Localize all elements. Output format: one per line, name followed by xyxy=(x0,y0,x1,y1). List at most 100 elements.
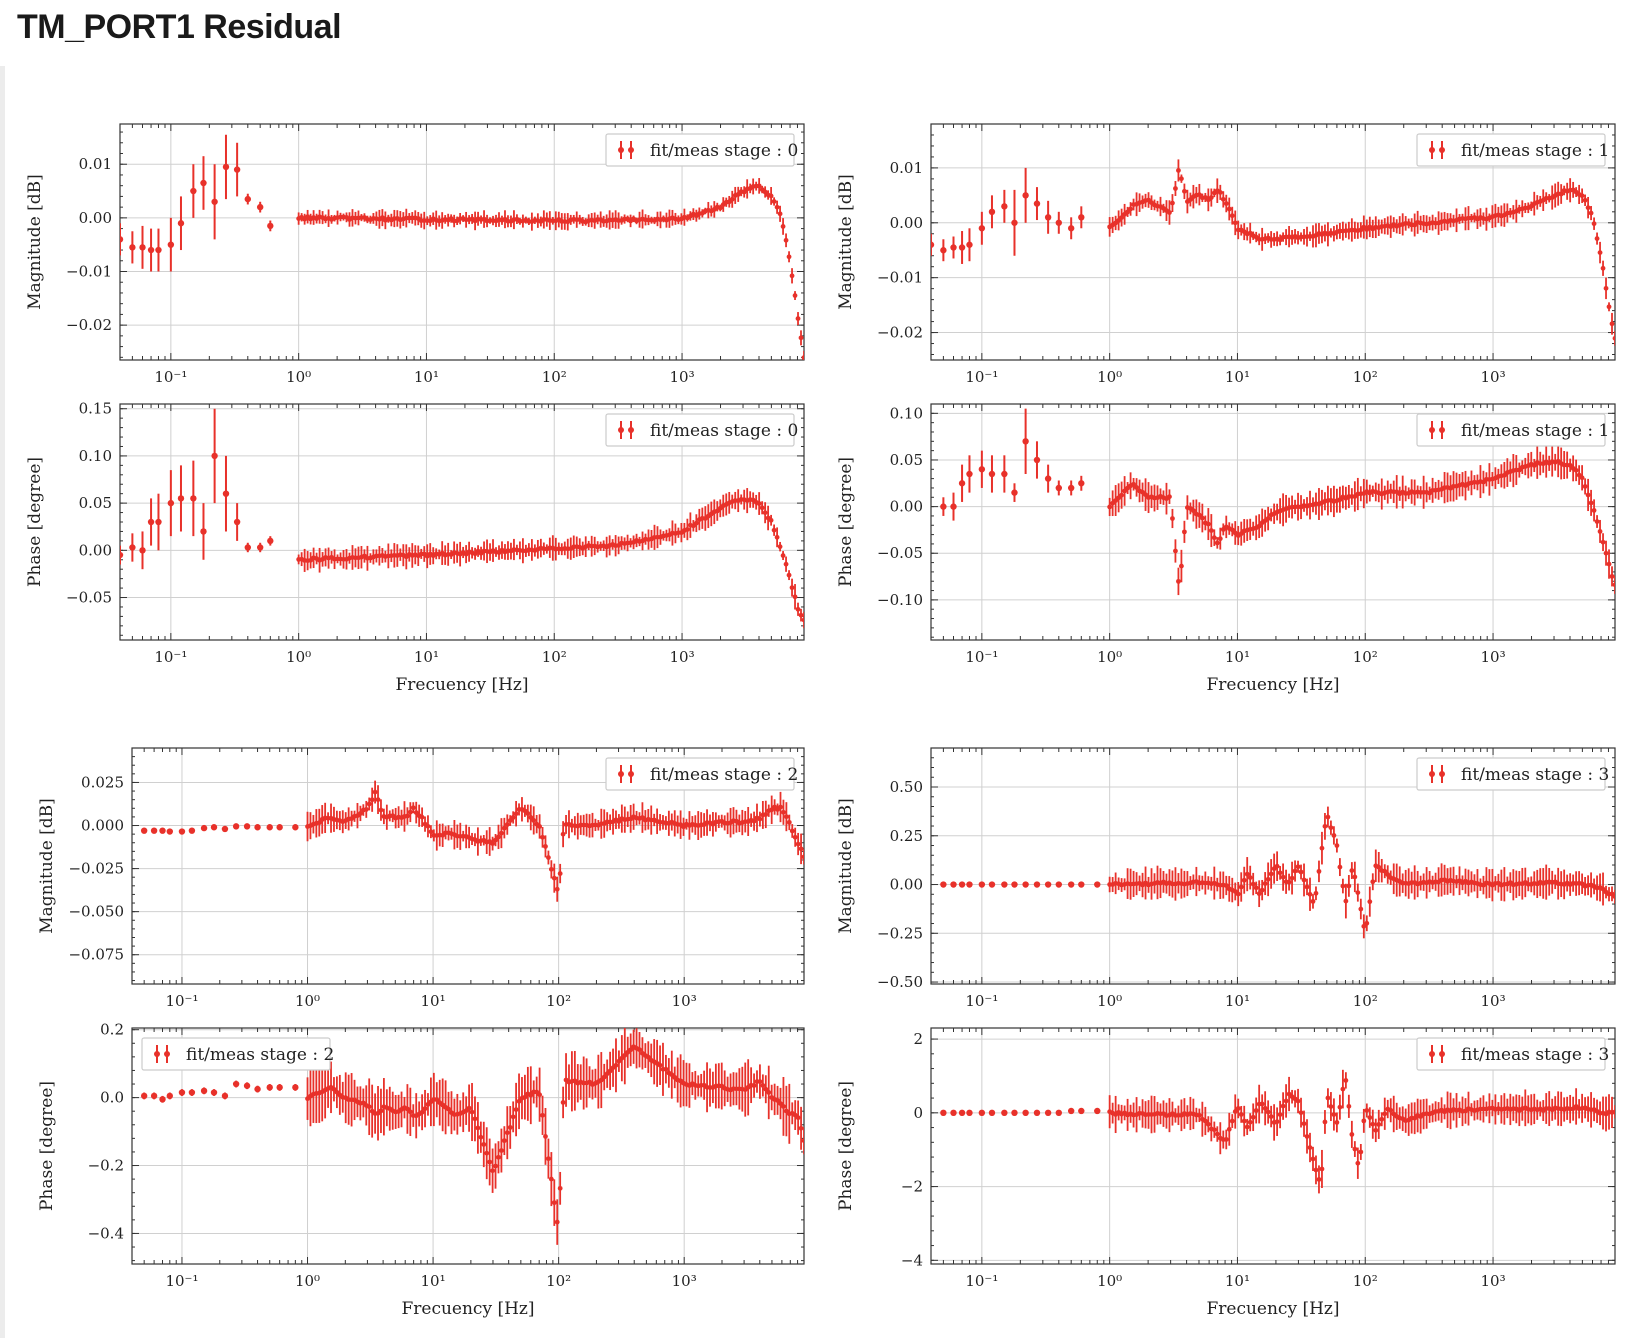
x-tick-label: 10² xyxy=(542,648,567,666)
data-point xyxy=(139,547,146,554)
x-tick-label: 10³ xyxy=(1480,1272,1505,1290)
data-point xyxy=(1322,823,1328,829)
data-point xyxy=(1516,467,1522,473)
data-point xyxy=(1600,265,1606,271)
legend-box xyxy=(1416,757,1606,791)
data-point xyxy=(1609,573,1615,579)
data-point xyxy=(792,594,798,600)
y-tick-label: 0 xyxy=(913,1104,923,1122)
data-point xyxy=(1055,219,1062,226)
data-point xyxy=(1232,220,1238,226)
data-point xyxy=(499,1148,504,1153)
data-point xyxy=(1001,881,1008,888)
data-point xyxy=(940,1109,947,1117)
data-point xyxy=(1253,885,1259,891)
plot-frame xyxy=(930,1027,1616,1265)
data-point xyxy=(188,827,196,834)
data-point xyxy=(1382,1111,1388,1117)
data-point xyxy=(1361,923,1367,929)
data-point xyxy=(1331,1112,1337,1117)
y-tick-label: −0.02 xyxy=(66,316,112,334)
data-point xyxy=(1603,550,1609,556)
x-tick-label: 10² xyxy=(1353,1272,1378,1290)
data-point xyxy=(1229,213,1235,219)
data-series xyxy=(940,806,1615,939)
data-point xyxy=(1167,210,1172,215)
data-point xyxy=(1346,883,1352,889)
data-point xyxy=(762,510,768,516)
data-point xyxy=(1370,1121,1376,1127)
y-axis-label: Phase [degree] xyxy=(836,457,856,587)
data-point xyxy=(469,1109,475,1115)
data-point xyxy=(1355,890,1361,895)
data-point xyxy=(243,823,251,830)
data-point xyxy=(1364,1108,1370,1113)
x-axis-label: Frecuency [Hz] xyxy=(401,1299,534,1319)
data-point xyxy=(366,1104,372,1110)
data-point xyxy=(741,189,747,195)
data-point xyxy=(1187,197,1193,202)
data-point xyxy=(978,881,986,888)
chart-magnitude-stage-3: 10⁻¹ 10⁰ 10¹ 10² 10³ −0.50 −0.25 0.00 0.25 0.50 Ma… xyxy=(836,747,1616,1010)
x-tick-label: 10⁰ xyxy=(286,648,311,666)
data-point xyxy=(210,1089,218,1096)
data-point xyxy=(1334,843,1340,848)
data-point xyxy=(166,1092,173,1100)
data-point xyxy=(1055,1109,1062,1117)
data-point xyxy=(931,241,935,248)
data-point xyxy=(1229,527,1235,533)
data-point xyxy=(1385,872,1391,877)
data-point xyxy=(537,824,543,829)
chart-magnitude-stage-0: 10⁻¹ 10⁰ 10¹ 10² 10³ −0.02 −0.01 0.00 0.01 Magnit… xyxy=(25,123,805,386)
x-tick-label: 10¹ xyxy=(421,992,446,1010)
data-point xyxy=(1295,864,1301,870)
data-point xyxy=(233,518,241,526)
data-point xyxy=(292,1084,299,1091)
data-point xyxy=(155,518,162,526)
data-point xyxy=(177,495,185,502)
data-point xyxy=(798,1125,804,1131)
data-point xyxy=(1033,456,1041,464)
data-point xyxy=(551,875,557,881)
data-point xyxy=(1298,1110,1304,1116)
data-point xyxy=(407,1109,413,1115)
data-point xyxy=(425,823,431,829)
data-point xyxy=(1170,516,1175,521)
x-tick-label: 10³ xyxy=(1480,368,1505,386)
data-point xyxy=(1585,205,1591,211)
data-point xyxy=(729,196,735,202)
x-tick-label: 10¹ xyxy=(1225,1272,1250,1290)
data-point xyxy=(1337,864,1343,870)
data-point xyxy=(200,824,208,832)
data-point xyxy=(256,544,264,551)
data-point xyxy=(1289,875,1295,881)
data-point xyxy=(966,1109,973,1117)
data-point xyxy=(795,316,801,321)
data-point xyxy=(560,1100,566,1105)
data-point xyxy=(1283,1098,1289,1104)
data-point xyxy=(798,612,804,618)
data-point xyxy=(1033,881,1041,888)
data-point xyxy=(1173,186,1178,191)
data-point xyxy=(147,518,155,526)
x-tick-label: 10⁻¹ xyxy=(965,648,998,666)
data-point xyxy=(1235,891,1241,897)
x-tick-label: 10³ xyxy=(1480,992,1505,1010)
grid xyxy=(931,404,1615,640)
data-point xyxy=(1346,1103,1352,1109)
data-point xyxy=(966,470,973,478)
data-point xyxy=(419,814,425,820)
data-point xyxy=(1241,1118,1247,1124)
data-point xyxy=(781,809,786,815)
x-tick-label: 10⁰ xyxy=(295,1272,320,1290)
data-point xyxy=(150,827,158,834)
data-point xyxy=(1022,192,1029,199)
data-point xyxy=(540,1112,545,1118)
data-point xyxy=(958,881,966,888)
data-point xyxy=(1343,1077,1349,1083)
data-point xyxy=(1292,868,1298,874)
data-point xyxy=(751,818,757,824)
y-tick-label: −0.2 xyxy=(88,1157,124,1175)
data-point xyxy=(256,203,264,211)
data-point xyxy=(1078,1107,1085,1115)
